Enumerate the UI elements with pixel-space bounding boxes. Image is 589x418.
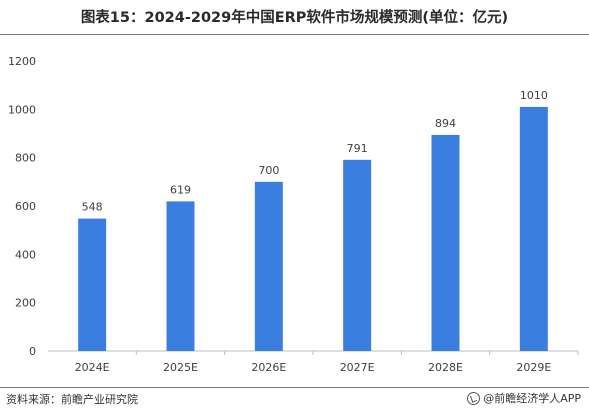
- bar: [431, 134, 460, 351]
- y-tick-label: 1200: [8, 55, 36, 68]
- x-tick-label: 2025E: [163, 361, 198, 374]
- y-tick-label: 600: [15, 200, 36, 213]
- bar: [166, 201, 195, 351]
- y-tick-label: 400: [15, 248, 36, 261]
- data-label: 619: [170, 183, 191, 196]
- bar: [254, 181, 283, 351]
- title-divider: [0, 34, 589, 35]
- source-note: 资料来源：前瞻产业研究院: [6, 393, 138, 406]
- data-label: 791: [347, 142, 368, 155]
- x-tick-label: 2028E: [428, 361, 463, 374]
- brand-label: @前瞻经济学人APP: [483, 392, 581, 405]
- bar: [519, 106, 548, 352]
- x-tick-label: 2029E: [516, 361, 551, 374]
- footer-divider: [0, 387, 589, 388]
- chart-title: 图表15：2024-2029年中国ERP软件市场规模预测(单位：亿元): [80, 10, 509, 26]
- x-tick-label: 2027E: [340, 361, 375, 374]
- brand-credit: @前瞻经济学人APP: [467, 390, 581, 406]
- brand-logo-icon: [467, 391, 481, 405]
- data-label: 700: [258, 164, 279, 177]
- data-label: 548: [82, 201, 103, 214]
- data-label: 1010: [520, 89, 548, 102]
- bar: [78, 218, 107, 351]
- y-tick-label: 0: [29, 345, 36, 358]
- bar-chart: 0 200 400 600 800 1000 1200 548 2024E 619 2025E 700…: [8, 55, 579, 374]
- data-label: 894: [435, 117, 456, 130]
- y-tick-label: 200: [15, 297, 36, 310]
- y-tick-label: 1000: [8, 103, 36, 116]
- x-tick-label: 2026E: [251, 361, 286, 374]
- bar: [343, 159, 372, 351]
- x-tick-label: 2024E: [75, 361, 110, 374]
- y-tick-label: 800: [15, 152, 36, 165]
